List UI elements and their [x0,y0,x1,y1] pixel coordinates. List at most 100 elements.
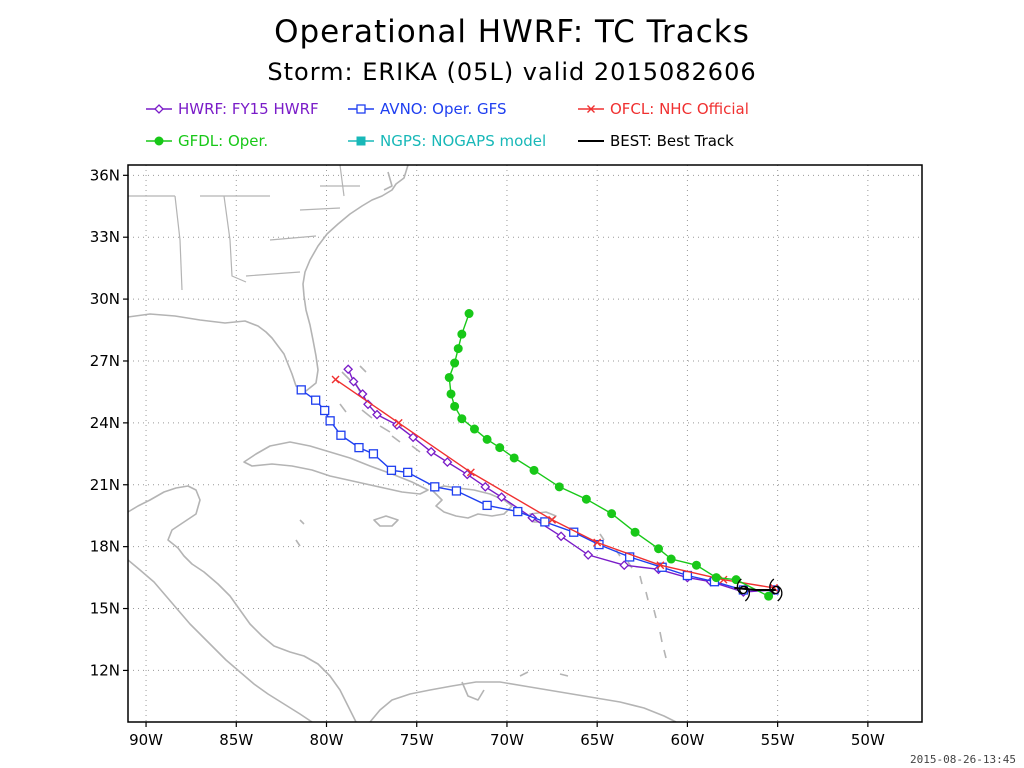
track-point-avno [430,482,440,492]
y-tick-label: 24N [90,414,120,432]
small-islands [295,519,569,677]
track-point-avno [513,506,523,517]
y-tick-label: 12N [90,661,120,679]
track-line-avno [300,389,774,591]
track-point-avno [320,405,330,416]
legend-swatch-marker [587,105,595,113]
y-tick-label: 18N [90,538,120,556]
track-point-gfdl [691,560,701,570]
track-point-gfdl [509,453,519,463]
x-tick-label: 85W [219,731,253,749]
chart-subtitle: Storm: ERIKA (05L) valid 2015082606 [267,58,757,86]
jamaica [373,515,399,527]
x-tick-label: 60W [670,731,704,749]
us-coastline [128,165,409,392]
track-point-gfdl [457,329,467,339]
y-tick-label: 15N [90,600,120,618]
cuba [243,441,429,495]
x-tick-label: 50W [851,731,885,749]
maracaibo [461,681,485,701]
track-point-gfdl [450,401,460,411]
track-point-gfdl [711,573,721,583]
plot-frame [127,164,923,723]
track-point-hwrf [343,364,354,375]
x-tick-label: 65W [580,731,614,749]
coastlines [128,165,677,722]
legend-item-hwrf: HWRF: FY15 HWRF [146,100,319,118]
legend-label: NGPS: NOGAPS model [380,132,546,150]
track-point-avno [311,395,321,405]
legend-item-ngps: NGPS: NOGAPS model [348,132,546,150]
y-tick-label: 33N [90,228,120,246]
legend-item-ofcl: OFCL: NHC Official [578,100,749,118]
storm-symbol-center [739,585,748,595]
south-america [369,681,677,722]
track-point-gfdl [444,372,454,382]
legend-item-avno: AVNO: Oper. GFS [348,100,507,118]
legend-item-best: BEST: Best Track [578,132,734,150]
track-point-gfdl [607,509,617,519]
legend-swatch-marker [154,136,164,146]
track-point-gfdl [453,344,463,354]
track-point-gfdl [630,527,640,537]
legend-label: GFDL: Oper. [178,132,268,150]
timestamp: 2015-08-26-13:45 [910,753,1016,766]
track-point-gfdl [529,465,539,475]
track-point-avno [296,385,306,395]
legend-swatch-marker [356,104,366,114]
storm-symbol-center [771,585,780,595]
legend-item-gfdl: GFDL: Oper. [146,132,268,150]
track-point-gfdl [554,482,564,492]
plot-area [128,165,922,722]
track-point-avno [625,552,635,562]
legend-label: BEST: Best Track [610,132,734,150]
track-point-gfdl [450,358,460,368]
y-tick-label: 36N [90,166,120,184]
track-point-avno [451,486,462,496]
track-point-ofcl [719,575,728,584]
axes: 90W 85W 80W 75W 70W 65W 60W 55W 50W 12N 15N 18N 21N 2… [90,166,885,749]
track-point-hwrf [348,376,359,387]
track-point-gfdl [446,389,456,399]
track-point-hwrf [408,432,419,443]
y-tick-label: 30N [90,290,120,308]
track-point-avno [368,449,379,459]
legend: HWRF: FY15 HWRF AVNO: Oper. GFS OFCL: NHC … [146,100,749,150]
track-point-gfdl [654,544,664,554]
track-point-hwrf [372,409,382,420]
x-tick-label: 80W [310,731,344,749]
track-point-avno [354,442,364,453]
central-america-west [128,559,313,722]
track-point-gfdl [495,443,505,453]
track-point-avno [403,467,413,478]
track-point-avno [386,465,397,475]
track-point-gfdl [482,434,492,444]
x-tick-label: 75W [400,731,434,749]
track-point-ofcl [331,375,340,384]
track-point-hwrf [442,457,453,467]
legend-label: HWRF: FY15 HWRF [178,100,319,118]
track-point-gfdl [469,424,479,434]
x-tick-label: 90W [129,731,163,749]
track-point-avno [325,416,335,426]
y-tick-label: 27N [90,352,120,370]
track-point-hwrf [496,492,507,503]
track-point-ofcl [394,418,403,427]
central-america [128,485,357,722]
track-point-avno [482,500,492,511]
y-tick-label: 21N [90,476,120,494]
track-point-hwrf [426,446,437,457]
legend-swatch-marker [154,104,164,114]
track-best [734,586,776,591]
track-line-best [734,586,776,591]
state-borders [128,165,360,291]
track-point-hwrf [556,531,567,542]
track-point-gfdl [764,591,774,601]
track-point-ofcl [466,468,475,477]
track-point-hwrf [619,560,630,571]
tracks [296,309,783,602]
x-tick-label: 70W [490,731,524,749]
track-point-gfdl [457,414,467,424]
track-point-hwrf [583,549,594,560]
